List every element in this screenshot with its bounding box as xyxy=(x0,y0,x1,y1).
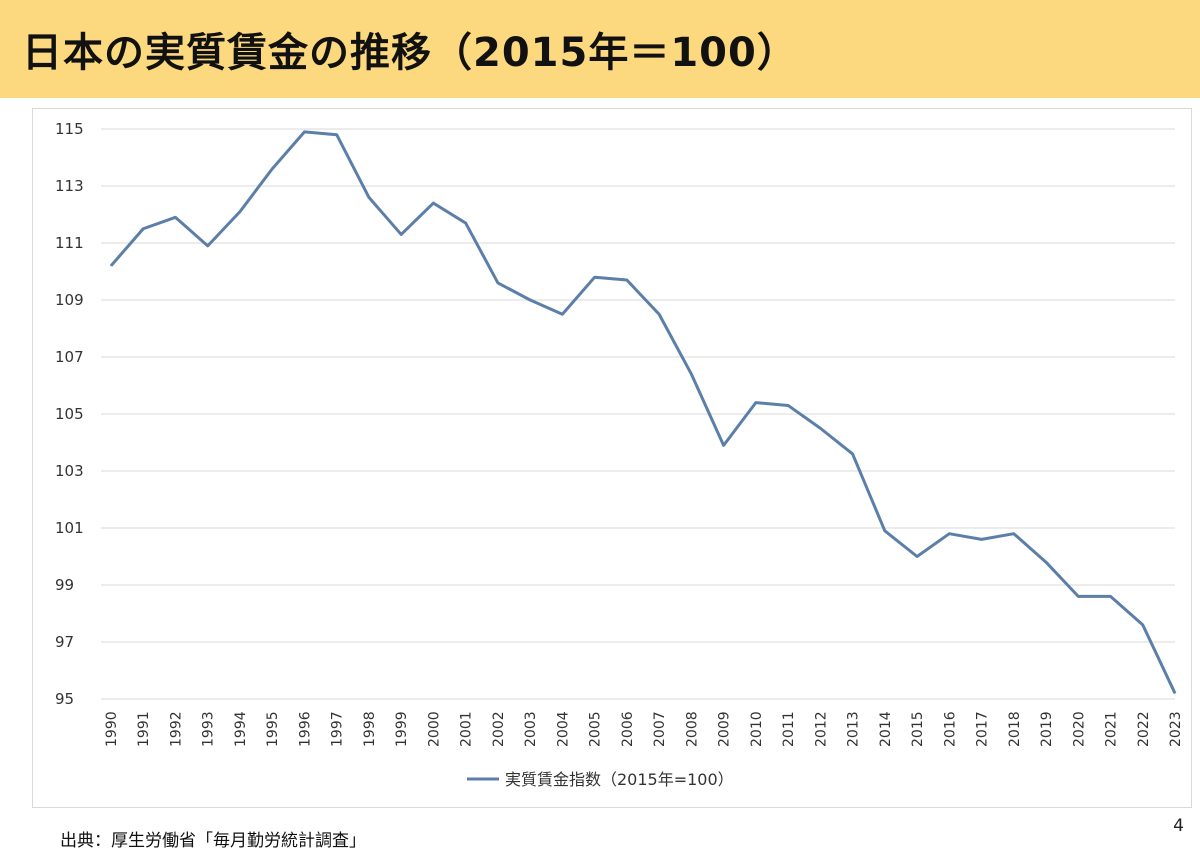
x-tick-label: 2012 xyxy=(813,711,829,747)
series-line-0 xyxy=(109,130,1177,694)
series-lines xyxy=(109,130,1177,694)
data-point xyxy=(690,373,692,375)
data-point xyxy=(787,404,789,406)
data-point xyxy=(981,538,983,540)
x-tick-label: 2006 xyxy=(620,711,636,747)
page-number: 4 xyxy=(1173,816,1184,836)
data-point xyxy=(884,530,886,532)
x-tick-label: 2009 xyxy=(717,711,733,747)
data-point xyxy=(529,299,531,301)
y-tick-label: 97 xyxy=(55,633,74,651)
title-bar: 日本の実質賃金の推移（2015年＝100） xyxy=(0,0,1200,98)
data-point xyxy=(1013,533,1015,535)
x-tick-label: 2016 xyxy=(942,711,958,747)
x-tick-label: 2021 xyxy=(1104,711,1120,747)
y-tick-label: 109 xyxy=(55,291,84,309)
data-point xyxy=(1142,624,1144,626)
y-tick-label: 95 xyxy=(55,690,74,708)
data-point xyxy=(465,222,467,224)
y-axis-tick-labels: 95 97 99 101 103 105 107 109 111 113 115 xyxy=(55,120,84,708)
x-tick-label: 1990 xyxy=(104,711,120,747)
chart-area: 95 97 99 101 103 105 107 109 111 113 115 1990 1991 1… xyxy=(32,108,1192,808)
x-tick-label: 1993 xyxy=(201,711,217,747)
data-point xyxy=(174,216,176,218)
gridlines xyxy=(101,128,1175,700)
data-point xyxy=(271,168,273,170)
y-tick-label: 113 xyxy=(55,177,84,195)
legend: 実質賃金指数（2015年=100） xyxy=(467,770,734,789)
data-point xyxy=(400,233,402,235)
data-point xyxy=(1110,595,1112,597)
x-tick-label: 2018 xyxy=(1007,711,1023,747)
page-title: 日本の実質賃金の推移（2015年＝100） xyxy=(22,30,798,76)
x-tick-label: 2023 xyxy=(1168,711,1184,747)
x-tick-label: 1991 xyxy=(136,711,152,747)
y-tick-label: 107 xyxy=(55,348,84,366)
x-tick-label: 2010 xyxy=(749,711,765,747)
data-point xyxy=(497,282,499,284)
x-tick-label: 2003 xyxy=(523,711,539,747)
x-tick-label: 1995 xyxy=(265,711,281,747)
x-tick-label: 1998 xyxy=(362,711,378,747)
data-point xyxy=(755,402,757,404)
data-point xyxy=(207,245,209,247)
x-tick-label: 2008 xyxy=(684,711,700,747)
x-tick-label: 1996 xyxy=(297,711,313,747)
y-tick-label: 103 xyxy=(55,462,84,480)
x-tick-label: 2020 xyxy=(1071,711,1087,747)
legend-label: 実質賃金指数（2015年=100） xyxy=(505,770,734,789)
data-point xyxy=(819,427,821,429)
x-tick-label: 2022 xyxy=(1136,711,1152,747)
x-tick-label: 2007 xyxy=(652,711,668,747)
data-point xyxy=(916,556,918,557)
data-point xyxy=(303,131,305,133)
x-tick-label: 2017 xyxy=(975,711,991,747)
data-point xyxy=(1045,561,1047,563)
source-citation: 出典：厚生労働省「毎月勤労統計調査」 xyxy=(60,831,366,851)
data-point xyxy=(658,313,660,315)
y-tick-label: 105 xyxy=(55,405,84,423)
data-point xyxy=(594,276,596,278)
x-tick-label: 1999 xyxy=(394,711,410,747)
x-tick-label: 2005 xyxy=(588,711,604,747)
y-tick-label: 111 xyxy=(55,234,84,252)
x-tick-label: 2000 xyxy=(426,711,442,747)
x-tick-label: 2014 xyxy=(878,711,894,747)
data-point xyxy=(1077,595,1079,597)
x-tick-label: 1992 xyxy=(168,711,184,747)
x-tick-label: 2013 xyxy=(846,711,862,747)
x-tick-label: 2011 xyxy=(781,711,797,747)
x-tick-label: 2004 xyxy=(555,711,571,747)
x-tick-label: 2002 xyxy=(491,711,507,747)
x-tick-label: 1994 xyxy=(233,711,249,747)
data-point xyxy=(110,265,112,267)
data-point xyxy=(948,533,950,535)
data-point xyxy=(561,313,563,315)
data-point xyxy=(1174,692,1176,694)
data-point xyxy=(142,228,144,230)
x-axis-tick-labels: 1990 1991 1992 1993 1994 1995 1996 1997 1998 1999… xyxy=(104,711,1184,747)
data-point xyxy=(852,453,854,455)
y-tick-label: 101 xyxy=(55,519,84,537)
data-point xyxy=(368,196,370,198)
data-point xyxy=(723,444,725,446)
x-tick-label: 2001 xyxy=(459,711,475,747)
y-tick-label: 99 xyxy=(55,576,74,594)
x-tick-label: 2019 xyxy=(1039,711,1055,747)
x-tick-label: 2015 xyxy=(910,711,926,747)
y-tick-label: 115 xyxy=(55,120,84,138)
x-tick-label: 1997 xyxy=(330,711,346,747)
data-point xyxy=(626,279,628,281)
data-point xyxy=(336,134,338,136)
data-point xyxy=(432,202,434,204)
data-point xyxy=(239,211,241,213)
